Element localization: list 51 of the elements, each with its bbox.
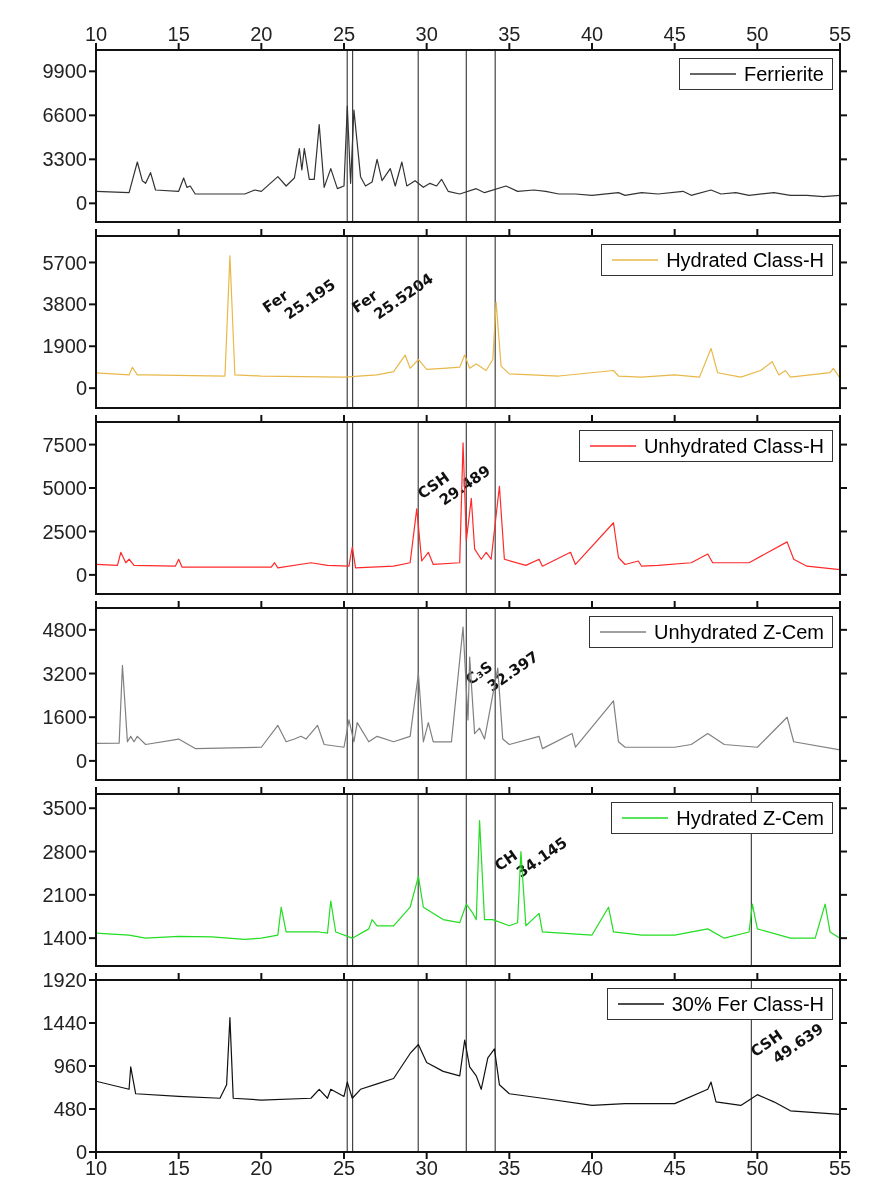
y-tick-label: 1440: [42, 1012, 87, 1035]
y-tick-label: 0: [75, 377, 87, 400]
x-tick-label: 25: [332, 1157, 356, 1180]
x2-tick-label: 30: [415, 23, 438, 45]
x-tick-label: 40: [580, 1157, 604, 1180]
y-tick-label: 2800: [42, 840, 87, 863]
legend-label: Hydrated Z-Cem: [676, 806, 824, 831]
x2-tick-label: 40: [580, 23, 604, 45]
x-tick-label: 15: [167, 1157, 190, 1180]
y-tick-label: 6600: [42, 104, 87, 127]
legend-label: Ferrierite: [743, 62, 824, 87]
y-tick-label: 0: [75, 1141, 87, 1164]
x-tick-label: 35: [498, 1157, 521, 1180]
x-tick-label: 50: [746, 1157, 769, 1180]
x-tick-label: 55: [828, 1157, 852, 1180]
x2-tick-label: 15: [167, 23, 190, 45]
legend-label: 30% Fer Class-H: [671, 992, 824, 1017]
x2-tick-label: 25: [332, 23, 356, 45]
y-tick-label: 960: [53, 1055, 87, 1078]
x2-tick-label: 20: [250, 23, 273, 45]
legend-label: Hydrated Class-H: [666, 248, 824, 273]
y-tick-label: 480: [53, 1098, 87, 1121]
y-tick-label: 0: [75, 192, 87, 215]
x-tick-label: 45: [663, 1157, 686, 1180]
x-tick-label: 10: [84, 1157, 108, 1180]
y-tick-label: 3500: [42, 797, 87, 820]
y-tick-label: 5000: [42, 477, 87, 500]
x-tick-label: 20: [250, 1157, 273, 1180]
x2-tick-label: 35: [498, 23, 521, 45]
y-tick-label: 3200: [42, 662, 87, 685]
y-tick-label: 1920: [42, 969, 87, 992]
y-tick-label: 0: [75, 749, 87, 772]
y-tick-label: 7500: [42, 433, 87, 456]
y-tick-label: 0: [75, 563, 87, 586]
y-tick-label: 5700: [42, 251, 87, 274]
x2-tick-label: 10: [84, 23, 108, 45]
legend-label: Unhydrated Z-Cem: [653, 620, 824, 645]
y-tick-label: 2500: [42, 520, 87, 543]
y-tick-label: 4800: [42, 618, 87, 641]
y-tick-label: 1400: [42, 927, 87, 950]
x2-tick-label: 55: [828, 23, 852, 45]
y-tick-label: 9900: [42, 60, 87, 83]
y-tick-label: 1900: [42, 335, 87, 358]
x-tick-label: 30: [415, 1157, 438, 1180]
y-tick-label: 1600: [42, 706, 87, 729]
x2-tick-label: 45: [663, 23, 686, 45]
y-tick-label: 3800: [42, 293, 87, 316]
x2-tick-label: 50: [746, 23, 769, 45]
y-tick-label: 3300: [42, 148, 87, 171]
y-tick-label: 2100: [42, 883, 87, 906]
legend-label: Unhydrated Class-H: [643, 434, 824, 459]
